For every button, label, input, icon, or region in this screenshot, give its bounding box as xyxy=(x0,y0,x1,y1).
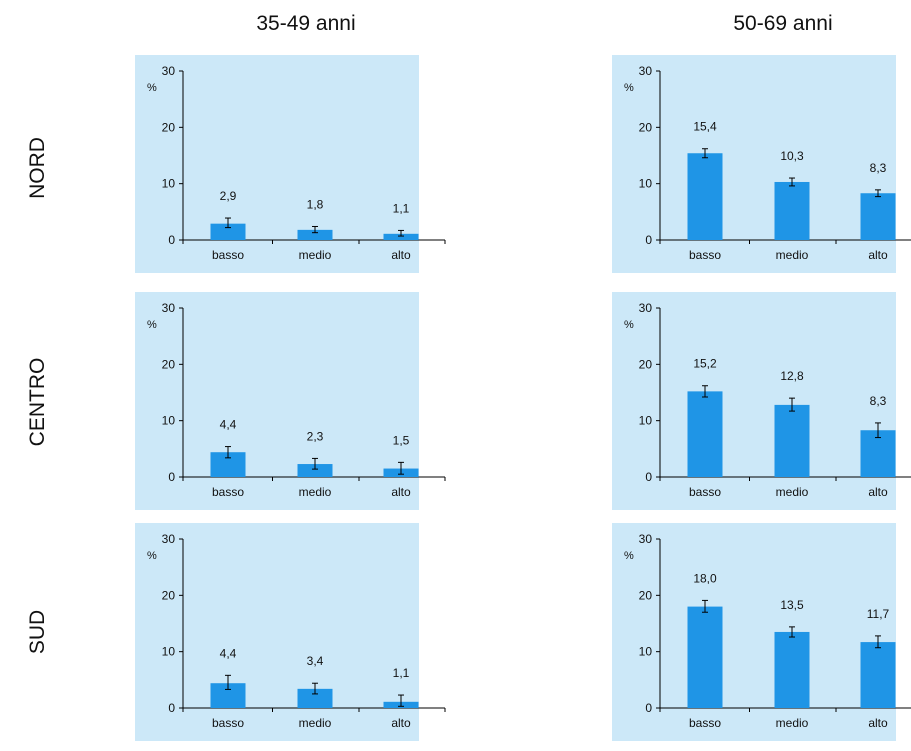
bar-chart-panel: 0 10 20 30% 18,0 basso 13,5 medio 11,7 alto xyxy=(612,523,911,741)
column-title-50-69: 50-69 anni xyxy=(733,12,833,35)
x-tick-label: basso xyxy=(689,485,721,499)
bar-chart-panel: 0 10 20 30% 4,4 basso 3,4 medio 1,1 alto xyxy=(135,523,446,741)
y-tick-label: 0 xyxy=(645,701,652,715)
data-label: 13,5 xyxy=(780,598,804,612)
y-tick-label: 10 xyxy=(639,177,653,191)
x-tick-label: medio xyxy=(299,716,332,730)
y-tick-label: 10 xyxy=(639,645,653,659)
bar xyxy=(774,181,810,240)
y-axis-label: % xyxy=(147,319,157,331)
bar xyxy=(210,223,246,240)
y-tick-label: 20 xyxy=(162,357,176,371)
x-tick-label: alto xyxy=(391,248,411,262)
data-label: 1,8 xyxy=(307,197,324,211)
panel-background xyxy=(135,523,419,741)
y-axis-label: % xyxy=(624,82,634,94)
y-tick-label: 30 xyxy=(639,301,653,315)
y-axis-label: % xyxy=(624,319,634,331)
y-tick-label: 0 xyxy=(645,233,652,247)
panel-background xyxy=(135,292,419,510)
y-tick-label: 0 xyxy=(168,470,175,484)
x-tick-label: basso xyxy=(689,248,721,262)
x-tick-label: basso xyxy=(212,716,244,730)
x-tick-label: basso xyxy=(212,485,244,499)
y-tick-label: 0 xyxy=(168,701,175,715)
y-tick-label: 20 xyxy=(639,357,653,371)
bar-chart-panel: 0 10 20 30% 4,4 basso 2,3 medio 1,5 alto xyxy=(135,292,446,510)
y-tick-label: 0 xyxy=(168,233,175,247)
column-title-35-49: 35-49 anni xyxy=(256,12,356,35)
y-tick-label: 30 xyxy=(162,532,176,546)
data-label: 15,2 xyxy=(693,357,717,371)
x-tick-label: medio xyxy=(776,485,809,499)
bar xyxy=(774,404,810,477)
bar xyxy=(687,606,723,708)
y-axis-label: % xyxy=(147,82,157,94)
y-tick-label: 20 xyxy=(162,588,176,602)
y-tick-label: 10 xyxy=(162,177,176,191)
y-tick-label: 10 xyxy=(162,645,176,659)
bar-chart-panel: 0 10 20 30% 2,9 basso 1,8 medio 1,1 alto xyxy=(135,55,446,273)
x-tick-label: basso xyxy=(212,248,244,262)
x-tick-label: medio xyxy=(776,248,809,262)
y-tick-label: 10 xyxy=(639,414,653,428)
bar xyxy=(297,688,333,708)
x-tick-label: alto xyxy=(868,485,888,499)
data-label: 12,8 xyxy=(780,369,804,383)
y-tick-label: 30 xyxy=(639,532,653,546)
panel-background xyxy=(612,292,896,510)
x-tick-label: medio xyxy=(776,716,809,730)
bar xyxy=(687,391,723,477)
panel-background xyxy=(612,523,896,741)
x-tick-label: basso xyxy=(689,716,721,730)
data-label: 10,3 xyxy=(780,149,804,163)
data-label: 8,3 xyxy=(870,394,887,408)
data-label: 2,9 xyxy=(220,189,237,203)
bar xyxy=(774,631,810,708)
bar xyxy=(860,642,896,708)
data-label: 18,0 xyxy=(693,571,717,585)
y-tick-label: 30 xyxy=(639,64,653,78)
bar xyxy=(383,233,419,240)
bar-chart-panel: 0 10 20 30% 15,4 basso 10,3 medio 8,3 alto xyxy=(612,55,911,273)
chart-grid: 0 10 20 30% 2,9 basso 1,8 medio 1,1 alto 0 10 20 30% 1… xyxy=(135,55,911,741)
data-label: 1,5 xyxy=(393,433,410,447)
y-tick-label: 30 xyxy=(162,301,176,315)
x-tick-label: medio xyxy=(299,485,332,499)
y-tick-label: 30 xyxy=(162,64,176,78)
data-label: 15,4 xyxy=(693,120,717,134)
x-tick-label: medio xyxy=(299,248,332,262)
bar xyxy=(860,193,896,240)
y-tick-label: 20 xyxy=(639,588,653,602)
data-label: 8,3 xyxy=(870,161,887,175)
y-axis-label: % xyxy=(624,550,634,562)
x-tick-label: alto xyxy=(868,716,888,730)
y-tick-label: 10 xyxy=(162,414,176,428)
y-axis-label: % xyxy=(147,550,157,562)
data-label: 11,7 xyxy=(867,607,890,621)
panel-background xyxy=(612,55,896,273)
y-tick-label: 0 xyxy=(645,470,652,484)
data-label: 1,1 xyxy=(393,201,410,215)
bar-chart-panel: 0 10 20 30% 15,2 basso 12,8 medio 8,3 alto xyxy=(612,292,911,510)
x-tick-label: alto xyxy=(391,485,411,499)
x-tick-label: alto xyxy=(868,248,888,262)
panel-background xyxy=(135,55,419,273)
y-tick-label: 20 xyxy=(162,120,176,134)
data-label: 1,1 xyxy=(393,666,410,680)
data-label: 2,3 xyxy=(307,429,324,443)
bar xyxy=(687,153,723,240)
data-label: 3,4 xyxy=(307,654,324,668)
data-label: 4,4 xyxy=(220,418,237,432)
y-tick-label: 20 xyxy=(639,120,653,134)
data-label: 4,4 xyxy=(220,646,237,660)
bar xyxy=(297,229,333,240)
bar xyxy=(297,464,333,477)
x-tick-label: alto xyxy=(391,716,411,730)
